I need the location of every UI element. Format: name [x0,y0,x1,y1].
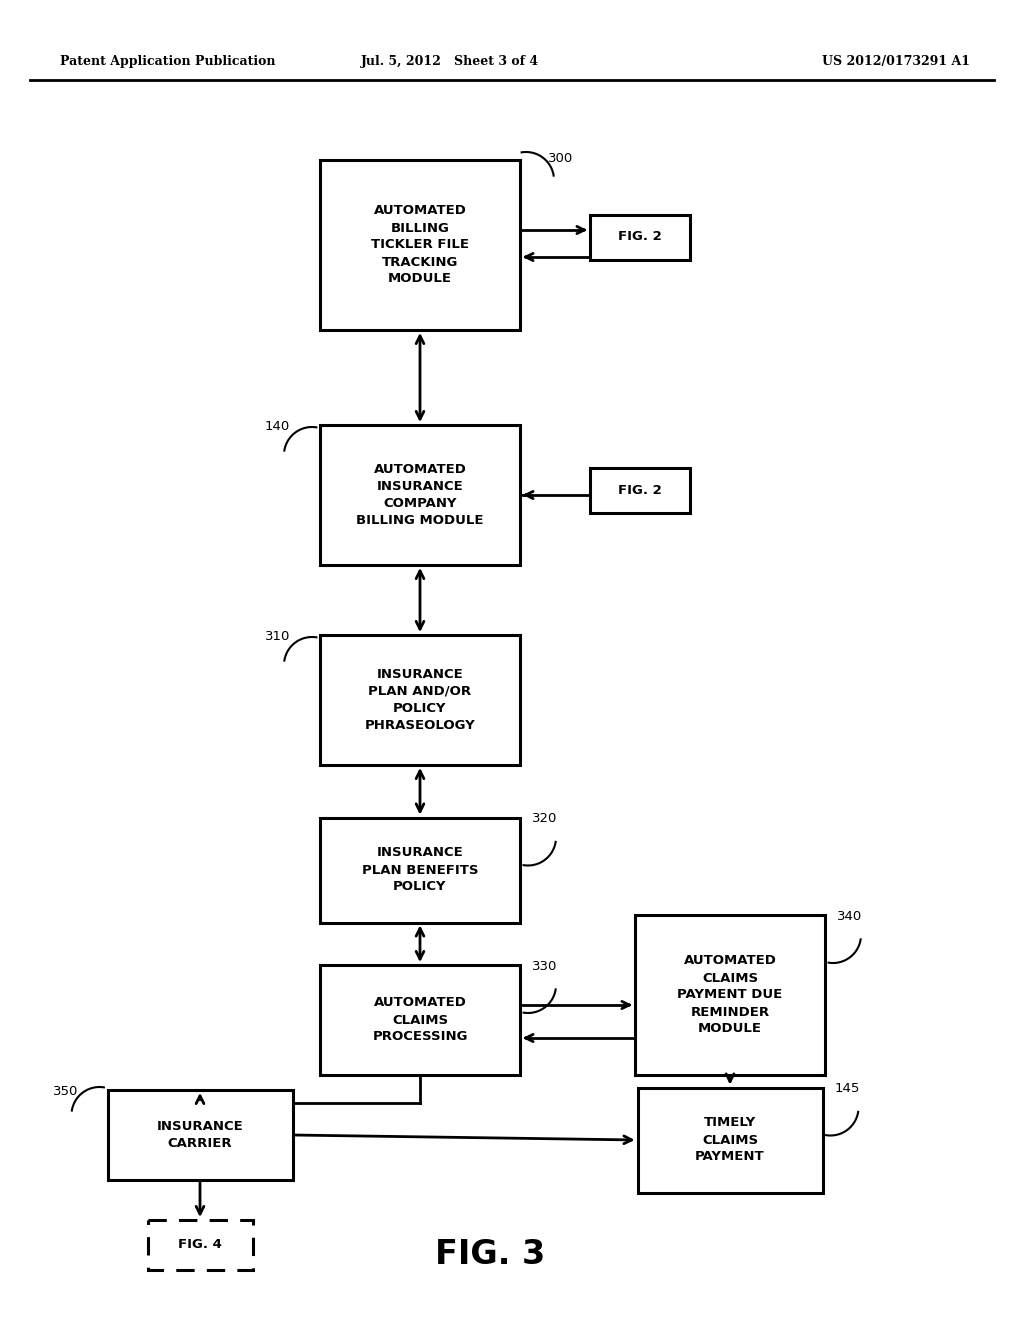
Text: TIMELY
CLAIMS
PAYMENT: TIMELY CLAIMS PAYMENT [695,1117,765,1163]
Text: 350: 350 [52,1085,78,1098]
Text: 140: 140 [265,420,290,433]
Text: AUTOMATED
CLAIMS
PROCESSING: AUTOMATED CLAIMS PROCESSING [373,997,468,1044]
Text: 145: 145 [835,1082,860,1096]
Text: 320: 320 [532,813,557,825]
Text: Jul. 5, 2012   Sheet 3 of 4: Jul. 5, 2012 Sheet 3 of 4 [360,55,539,69]
Text: INSURANCE
PLAN BENEFITS
POLICY: INSURANCE PLAN BENEFITS POLICY [361,846,478,894]
Text: 330: 330 [532,960,557,973]
Text: Patent Application Publication: Patent Application Publication [60,55,275,69]
Text: AUTOMATED
BILLING
TICKLER FILE
TRACKING
MODULE: AUTOMATED BILLING TICKLER FILE TRACKING … [371,205,469,285]
Bar [147,1220,253,1270]
Bar [590,214,690,260]
Bar [635,915,825,1074]
Bar [590,467,690,512]
Bar [319,160,520,330]
Text: INSURANCE
CARRIER: INSURANCE CARRIER [157,1119,244,1150]
Text: 340: 340 [837,909,862,923]
Text: AUTOMATED
CLAIMS
PAYMENT DUE
REMINDER
MODULE: AUTOMATED CLAIMS PAYMENT DUE REMINDER MO… [677,954,782,1035]
Text: 300: 300 [548,152,573,165]
Bar [319,817,520,923]
Text: FIG. 2: FIG. 2 [618,483,662,496]
Bar [108,1090,293,1180]
Text: INSURANCE
PLAN AND/OR
POLICY
PHRASEOLOGY: INSURANCE PLAN AND/OR POLICY PHRASEOLOGY [365,668,475,733]
Text: FIG. 3: FIG. 3 [435,1238,545,1271]
Bar [319,635,520,766]
Text: AUTOMATED
INSURANCE
COMPANY
BILLING MODULE: AUTOMATED INSURANCE COMPANY BILLING MODU… [356,463,483,527]
Bar [319,965,520,1074]
Text: 310: 310 [265,630,291,643]
Text: FIG. 4: FIG. 4 [178,1238,222,1251]
Text: FIG. 2: FIG. 2 [618,231,662,243]
Text: US 2012/0173291 A1: US 2012/0173291 A1 [822,55,970,69]
Bar [319,425,520,565]
Bar [638,1088,822,1192]
